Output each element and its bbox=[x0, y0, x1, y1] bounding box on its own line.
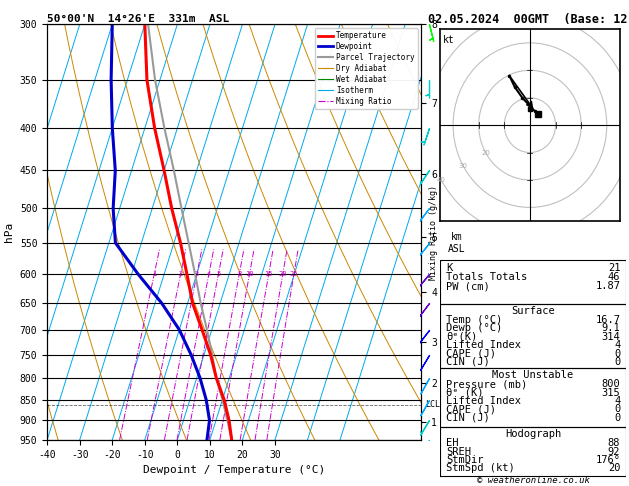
Text: 46: 46 bbox=[608, 272, 620, 282]
Text: K: K bbox=[446, 263, 452, 273]
Text: 4: 4 bbox=[614, 340, 620, 350]
Text: 0: 0 bbox=[614, 413, 620, 423]
Text: 50°00'N  14°26'E  331m  ASL: 50°00'N 14°26'E 331m ASL bbox=[47, 14, 230, 23]
Text: CAPE (J): CAPE (J) bbox=[446, 348, 496, 359]
Text: Lifted Index: Lifted Index bbox=[446, 396, 521, 406]
Text: 0: 0 bbox=[614, 404, 620, 415]
Text: 20: 20 bbox=[608, 464, 620, 473]
Text: 20: 20 bbox=[279, 271, 287, 277]
Text: Totals Totals: Totals Totals bbox=[446, 272, 527, 282]
Text: 176°: 176° bbox=[595, 455, 620, 465]
Text: Temp (°C): Temp (°C) bbox=[446, 315, 502, 325]
Text: θᵉ(K): θᵉ(K) bbox=[446, 332, 477, 342]
Text: CIN (J): CIN (J) bbox=[446, 357, 489, 367]
Text: 9.1: 9.1 bbox=[601, 323, 620, 333]
Text: Dewp (°C): Dewp (°C) bbox=[446, 323, 502, 333]
Text: 4: 4 bbox=[207, 271, 211, 277]
Text: 314: 314 bbox=[601, 332, 620, 342]
Text: 40: 40 bbox=[437, 177, 446, 183]
Text: 8: 8 bbox=[237, 271, 242, 277]
Text: 315: 315 bbox=[601, 388, 620, 398]
Text: EH: EH bbox=[446, 438, 459, 448]
Text: StmDir: StmDir bbox=[446, 455, 483, 465]
Text: kt: kt bbox=[443, 35, 455, 45]
Text: 800: 800 bbox=[601, 379, 620, 389]
Text: StmSpd (kt): StmSpd (kt) bbox=[446, 464, 515, 473]
Text: Surface: Surface bbox=[511, 306, 555, 316]
Text: Most Unstable: Most Unstable bbox=[493, 370, 574, 380]
Text: 0: 0 bbox=[614, 357, 620, 367]
Y-axis label: hPa: hPa bbox=[4, 222, 14, 242]
Text: PW (cm): PW (cm) bbox=[446, 281, 489, 292]
Text: 10: 10 bbox=[245, 271, 253, 277]
Text: 5: 5 bbox=[216, 271, 221, 277]
Text: Mixing Ratio (g/kg): Mixing Ratio (g/kg) bbox=[429, 185, 438, 279]
Text: Lifted Index: Lifted Index bbox=[446, 340, 521, 350]
Text: 25: 25 bbox=[290, 271, 298, 277]
Text: 0: 0 bbox=[614, 348, 620, 359]
Text: 20: 20 bbox=[481, 150, 490, 156]
Text: 4: 4 bbox=[614, 396, 620, 406]
Text: CAPE (J): CAPE (J) bbox=[446, 404, 496, 415]
Text: © weatheronline.co.uk: © weatheronline.co.uk bbox=[477, 476, 589, 485]
Text: 1: 1 bbox=[152, 271, 157, 277]
Text: 3: 3 bbox=[195, 271, 199, 277]
Text: SREH: SREH bbox=[446, 447, 471, 457]
Text: LCL: LCL bbox=[425, 400, 440, 409]
Legend: Temperature, Dewpoint, Parcel Trajectory, Dry Adiabat, Wet Adiabat, Isotherm, Mi: Temperature, Dewpoint, Parcel Trajectory… bbox=[314, 28, 418, 109]
Text: 88: 88 bbox=[608, 438, 620, 448]
Text: 2: 2 bbox=[179, 271, 182, 277]
Text: θᵉ (K): θᵉ (K) bbox=[446, 388, 483, 398]
Text: Pressure (mb): Pressure (mb) bbox=[446, 379, 527, 389]
Text: 21: 21 bbox=[608, 263, 620, 273]
Text: 1.87: 1.87 bbox=[595, 281, 620, 292]
X-axis label: Dewpoint / Temperature (°C): Dewpoint / Temperature (°C) bbox=[143, 465, 325, 475]
Text: 02.05.2024  00GMT  (Base: 12): 02.05.2024 00GMT (Base: 12) bbox=[428, 13, 629, 26]
Text: CIN (J): CIN (J) bbox=[446, 413, 489, 423]
Text: 30: 30 bbox=[459, 163, 468, 169]
Text: Hodograph: Hodograph bbox=[505, 429, 561, 439]
Text: 16.7: 16.7 bbox=[595, 315, 620, 325]
Text: 92: 92 bbox=[608, 447, 620, 457]
Text: 15: 15 bbox=[264, 271, 273, 277]
Y-axis label: km
ASL: km ASL bbox=[448, 232, 465, 254]
